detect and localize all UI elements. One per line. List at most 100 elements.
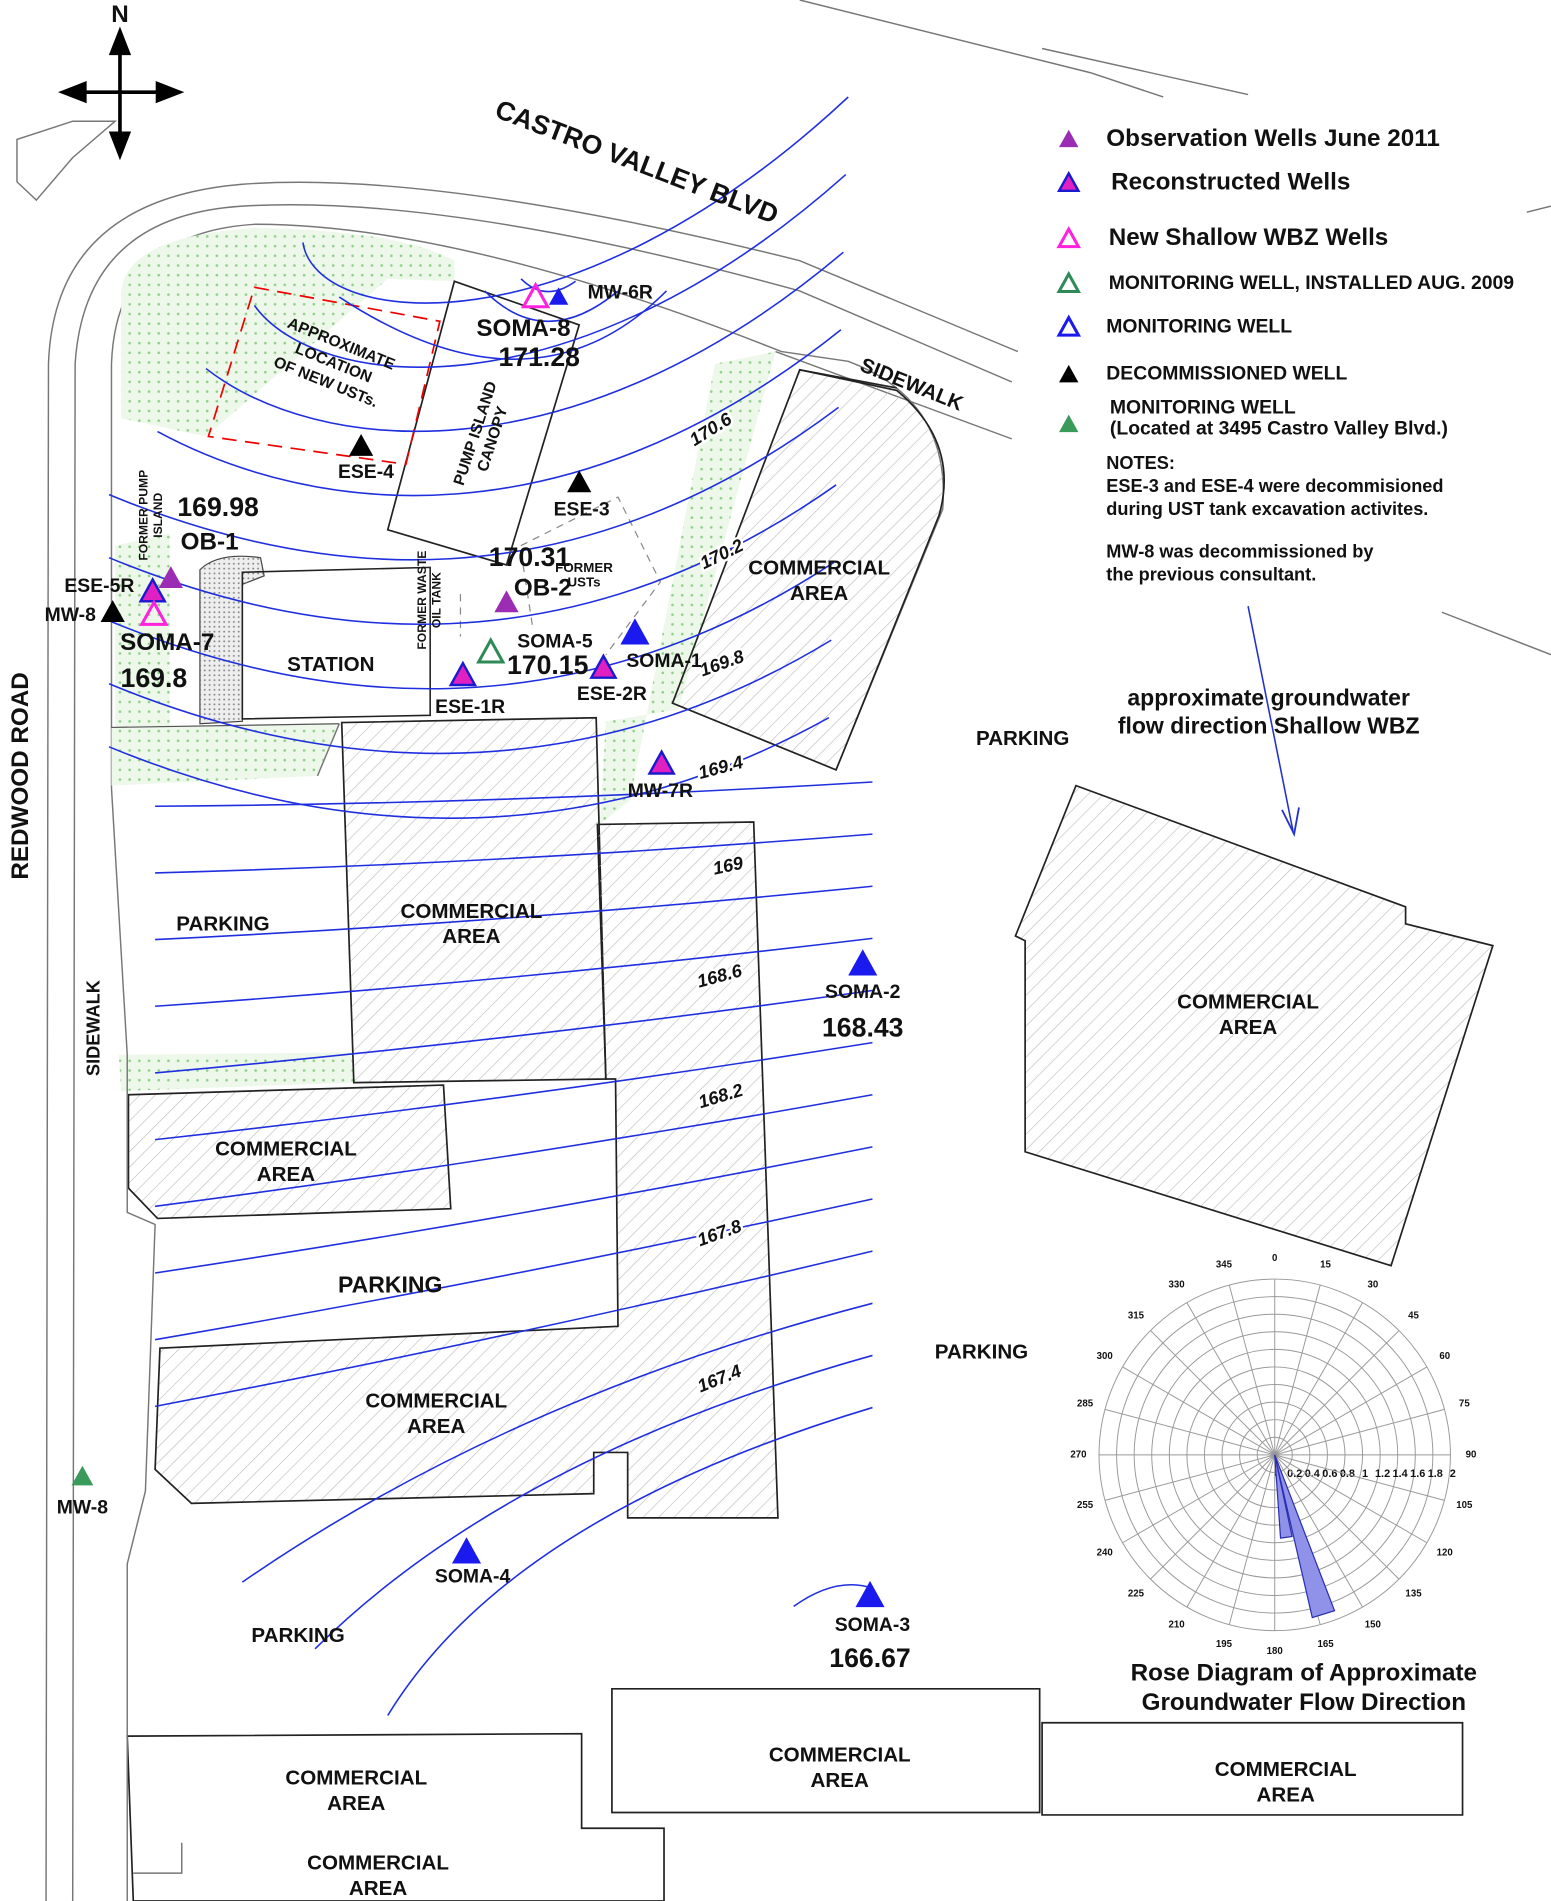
well-symbol bbox=[549, 287, 568, 304]
site-label: COMMERCIAL bbox=[285, 1767, 427, 1790]
site-label: OIL TANK bbox=[430, 572, 444, 628]
rose-angle-label: 75 bbox=[1459, 1399, 1470, 1410]
well-label: ESE-5R bbox=[64, 575, 134, 597]
site-label: COMMERCIAL bbox=[1215, 1758, 1357, 1781]
rose-angle-label: 45 bbox=[1408, 1311, 1419, 1322]
legend-label: MONITORING WELL bbox=[1110, 397, 1296, 419]
rose-radius-label: 1.8 bbox=[1428, 1468, 1443, 1480]
rose-spoke bbox=[1275, 1285, 1320, 1455]
site-label: COMMERCIAL bbox=[769, 1744, 911, 1767]
rose-angle-label: 345 bbox=[1216, 1260, 1233, 1271]
note-line: the previous consultant. bbox=[1106, 565, 1316, 585]
rose-spoke bbox=[1275, 1367, 1427, 1455]
site-label: COMMERCIAL bbox=[365, 1390, 507, 1413]
well-symbol bbox=[349, 434, 373, 456]
rose-spoke bbox=[1123, 1367, 1275, 1455]
site-label: AREA bbox=[1219, 1016, 1277, 1039]
street-label: CASTRO VALLEY BLVD bbox=[491, 94, 782, 230]
site-label: AREA bbox=[811, 1769, 869, 1792]
legend-label: Reconstructed Wells bbox=[1111, 168, 1350, 195]
rose-angle-label: 150 bbox=[1365, 1619, 1381, 1630]
rose-radius-label: 1.4 bbox=[1393, 1468, 1408, 1480]
site-label: AREA bbox=[257, 1163, 315, 1186]
legend-label: New Shallow WBZ Wells bbox=[1109, 224, 1389, 251]
well-label: OB-1 bbox=[181, 529, 239, 556]
rose-angle-label: 180 bbox=[1267, 1646, 1283, 1657]
rose-angle-label: 60 bbox=[1439, 1351, 1450, 1362]
legend-label: DECOMMISSIONED WELL bbox=[1106, 363, 1347, 385]
well-symbol bbox=[1059, 130, 1078, 147]
rose-title: Groundwater Flow Direction bbox=[1142, 1689, 1466, 1716]
rose-spoke bbox=[1229, 1285, 1274, 1455]
site-label: COMMERCIAL bbox=[215, 1137, 357, 1160]
page: {"north":"N", "streets":{"castro_valley_… bbox=[0, 0, 1551, 1901]
rose-angle-label: 0 bbox=[1272, 1253, 1277, 1264]
site-label: PARKING bbox=[935, 1340, 1028, 1363]
site-label: FORMER WASTE bbox=[415, 551, 429, 650]
site-label: STATION bbox=[287, 653, 374, 676]
well-symbol bbox=[1059, 274, 1078, 291]
rose-radius-label: 0.4 bbox=[1305, 1468, 1320, 1480]
well-label: MW-8 bbox=[45, 604, 96, 626]
site-label: USTs bbox=[568, 575, 601, 590]
well-elevation: 171.28 bbox=[498, 342, 580, 372]
rose-diagram: 00.20.40.60.811.21.41.61.820153045607590… bbox=[1070, 1253, 1477, 1716]
note-line: during UST tank excavation activites. bbox=[1106, 499, 1428, 519]
street-label: SIDEWALK bbox=[83, 980, 103, 1076]
rose-spoke bbox=[1275, 1303, 1363, 1455]
well-symbol bbox=[591, 656, 615, 678]
site-label: ISLAND bbox=[151, 492, 165, 537]
rose-angle-label: 225 bbox=[1128, 1588, 1145, 1599]
rose-angle-label: 330 bbox=[1168, 1279, 1184, 1290]
note-line: ESE-3 and ESE-4 were decommisioned bbox=[1106, 476, 1443, 496]
well-label: SOMA-7 bbox=[120, 629, 214, 656]
well-label: MW-7R bbox=[628, 780, 693, 802]
site-label: PARKING bbox=[338, 1271, 442, 1297]
site-label: AREA bbox=[1256, 1784, 1314, 1807]
site-label: COMMERCIAL bbox=[748, 557, 890, 580]
rose-angle-label: 15 bbox=[1320, 1260, 1331, 1271]
well-symbol bbox=[71, 1466, 93, 1486]
well-symbol bbox=[848, 949, 877, 975]
rose-angle-label: 105 bbox=[1456, 1500, 1473, 1511]
rose-angle-label: 135 bbox=[1405, 1588, 1422, 1599]
site-label-group: PARKING bbox=[251, 1624, 344, 1647]
well-elevation: 166.67 bbox=[829, 1643, 911, 1673]
well-symbol bbox=[479, 640, 503, 662]
site-label-group: PARKING bbox=[176, 912, 269, 935]
site-label-group: APPROXIMATELOCATIONOF NEW USTs. bbox=[269, 315, 397, 412]
well-label: ESE-1R bbox=[435, 696, 505, 718]
street-label: REDWOOD ROAD bbox=[7, 672, 34, 879]
well-symbol bbox=[649, 752, 673, 774]
site-label-group: PARKING bbox=[976, 727, 1069, 750]
rose-angle-label: 120 bbox=[1437, 1548, 1453, 1559]
site-label: FORMER PUMP bbox=[136, 470, 150, 561]
rose-angle-label: 30 bbox=[1367, 1279, 1378, 1290]
well-symbol bbox=[1059, 229, 1078, 246]
rose-spoke bbox=[1187, 1303, 1275, 1455]
rose-radius-label: 1.6 bbox=[1410, 1468, 1425, 1480]
rose-angle-label: 285 bbox=[1077, 1399, 1094, 1410]
well-elevation: 170.31 bbox=[489, 542, 571, 572]
north-label: N bbox=[111, 1, 129, 28]
site-label: COMMERCIAL bbox=[400, 900, 542, 923]
rose-angle-label: 315 bbox=[1128, 1311, 1145, 1322]
rose-spoke bbox=[1229, 1455, 1274, 1625]
well-label: ESE-4 bbox=[338, 461, 394, 483]
site-label: AREA bbox=[349, 1877, 407, 1900]
well-symbol bbox=[1059, 173, 1078, 190]
well-label: SOMA-4 bbox=[435, 1565, 511, 1587]
rose-angle-label: 210 bbox=[1168, 1619, 1184, 1630]
notes-title: NOTES: bbox=[1106, 453, 1175, 473]
rose-radius-label: 2 bbox=[1450, 1468, 1456, 1480]
flow-note: flow direction Shallow WBZ bbox=[1118, 712, 1420, 738]
well-label: MW-6R bbox=[588, 282, 653, 304]
site-label: PARKING bbox=[976, 727, 1069, 750]
north-arrow bbox=[63, 32, 179, 156]
legend-label: MONITORING WELL, INSTALLED AUG. 2009 bbox=[1109, 272, 1515, 294]
well-label: SOMA-3 bbox=[835, 1614, 911, 1636]
rose-spoke bbox=[1275, 1409, 1445, 1454]
rose-angle-label: 300 bbox=[1097, 1351, 1113, 1362]
legend: Observation Wells June 2011Reconstructed… bbox=[1059, 125, 1514, 739]
well-label: SOMA-8 bbox=[476, 315, 570, 342]
